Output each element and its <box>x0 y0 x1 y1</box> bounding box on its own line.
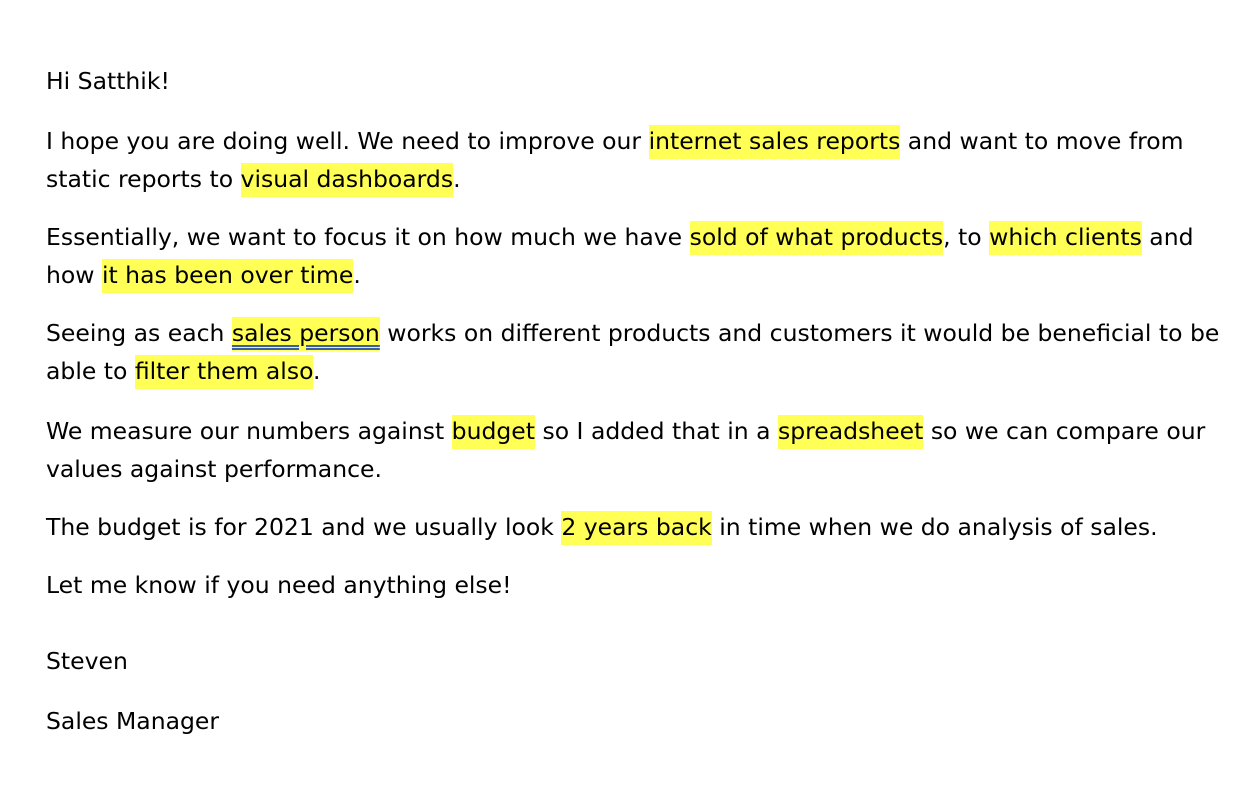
highlight-which-clients: which clients <box>989 221 1142 255</box>
signature-title: Sales Manager <box>46 707 220 735</box>
highlight-internet-sales-reports: internet sales reports <box>648 125 901 159</box>
paragraph-intro: I hope you are doing well. We need to im… <box>46 122 1184 198</box>
paragraph-line: We measure our numbers against budget so… <box>46 412 1205 450</box>
paragraph-line: static reports to visual dashboards. <box>46 160 1184 198</box>
highlight-spreadsheet: spreadsheet <box>777 415 924 449</box>
highlight-sold-products: sold of what products <box>689 221 944 255</box>
highlight-sales-person: sales person <box>231 317 380 351</box>
paragraph-time-range: The budget is for 2021 and we usually lo… <box>46 508 1158 546</box>
highlight-budget: budget <box>451 415 535 449</box>
paragraph-line: Seeing as each sales person works on dif… <box>46 314 1219 352</box>
paragraph-line: The budget is for 2021 and we usually lo… <box>46 508 1158 546</box>
highlight-over-time: it has been over time <box>101 259 354 293</box>
paragraph-closing: Let me know if you need anything else! <box>46 571 512 599</box>
highlight-2-years-back: 2 years back <box>561 511 712 545</box>
highlight-filter-them-also: filter them also <box>134 355 314 389</box>
greeting: Hi Satthik! <box>46 67 170 95</box>
paragraph-line: I hope you are doing well. We need to im… <box>46 122 1184 160</box>
highlight-visual-dashboards: visual dashboards <box>240 163 454 197</box>
paragraph-focus: Essentially, we want to focus it on how … <box>46 218 1194 294</box>
paragraph-line: how it has been over time. <box>46 256 1194 294</box>
paragraph-line: values against performance. <box>46 455 382 483</box>
paragraph-line: able to filter them also. <box>46 352 1219 390</box>
paragraph-line: Essentially, we want to focus it on how … <box>46 218 1194 256</box>
signature-name: Steven <box>46 647 128 675</box>
paragraph-budget: We measure our numbers against budget so… <box>46 412 1205 488</box>
paragraph-sales-person: Seeing as each sales person works on dif… <box>46 314 1219 390</box>
